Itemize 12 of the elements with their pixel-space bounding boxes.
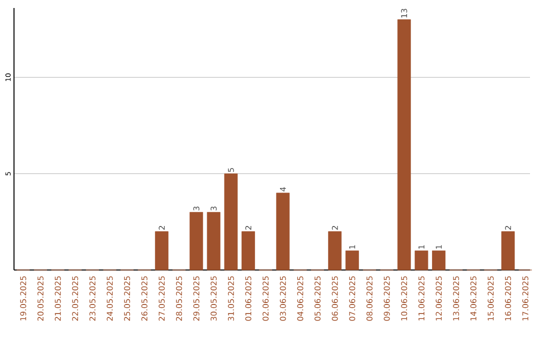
bar — [242, 231, 255, 270]
bar — [224, 173, 238, 270]
bar — [501, 231, 515, 270]
bar — [276, 192, 290, 270]
bar — [328, 231, 342, 270]
bar — [414, 250, 428, 270]
bar — [155, 231, 168, 270]
bar — [397, 19, 411, 270]
bar — [432, 250, 446, 270]
bar — [190, 212, 204, 270]
bar — [206, 212, 220, 270]
bar — [345, 250, 359, 270]
